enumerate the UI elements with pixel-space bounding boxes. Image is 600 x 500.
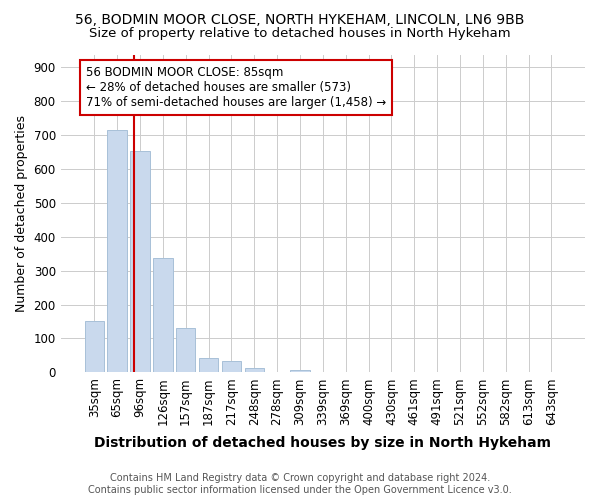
Bar	[176, 328, 196, 372]
Text: 56 BODMIN MOOR CLOSE: 85sqm
← 28% of detached houses are smaller (573)
71% of se: 56 BODMIN MOOR CLOSE: 85sqm ← 28% of det…	[86, 66, 386, 108]
Bar	[107, 130, 127, 372]
Text: Size of property relative to detached houses in North Hykeham: Size of property relative to detached ho…	[89, 28, 511, 40]
Text: Contains HM Land Registry data © Crown copyright and database right 2024.
Contai: Contains HM Land Registry data © Crown c…	[88, 474, 512, 495]
X-axis label: Distribution of detached houses by size in North Hykeham: Distribution of detached houses by size …	[94, 436, 551, 450]
Y-axis label: Number of detached properties: Number of detached properties	[15, 115, 28, 312]
Bar	[199, 358, 218, 372]
Bar	[221, 361, 241, 372]
Bar	[290, 370, 310, 372]
Bar	[85, 321, 104, 372]
Bar	[130, 151, 149, 372]
Bar	[153, 258, 173, 372]
Bar	[245, 368, 264, 372]
Text: 56, BODMIN MOOR CLOSE, NORTH HYKEHAM, LINCOLN, LN6 9BB: 56, BODMIN MOOR CLOSE, NORTH HYKEHAM, LI…	[76, 12, 524, 26]
